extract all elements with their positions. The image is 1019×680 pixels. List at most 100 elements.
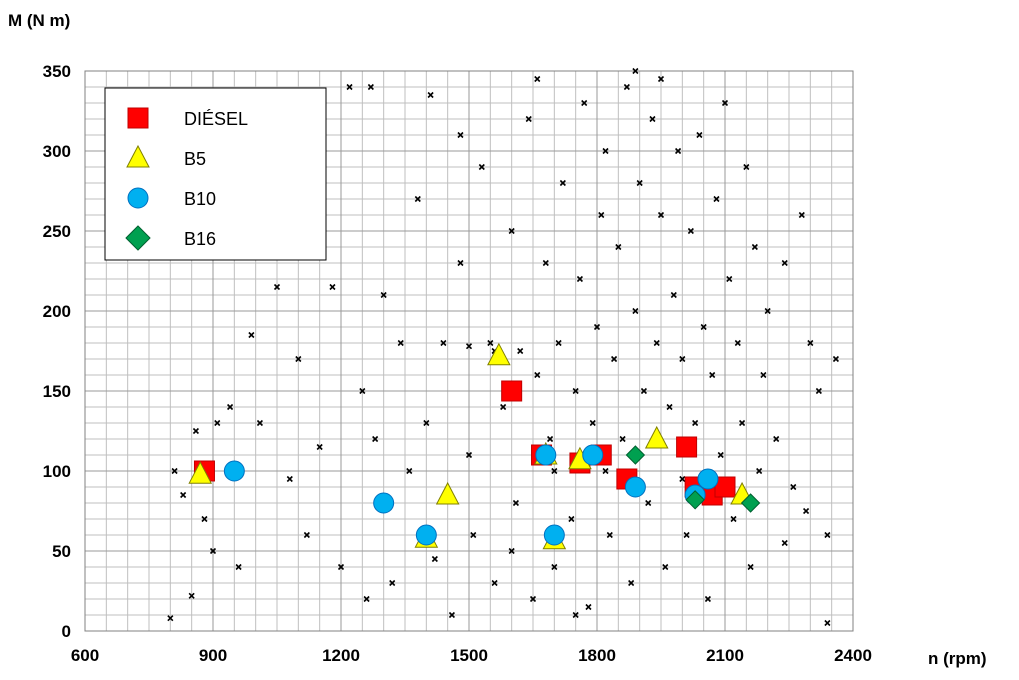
point	[832, 355, 839, 363]
y-axis-label: M (N m)	[8, 11, 70, 30]
point	[615, 243, 622, 251]
point	[389, 579, 396, 587]
legend-label: B5	[184, 149, 206, 169]
point	[501, 380, 523, 402]
point	[657, 75, 665, 83]
point	[559, 179, 566, 187]
point	[700, 323, 707, 331]
point	[500, 403, 507, 411]
point	[337, 563, 345, 571]
point	[440, 339, 447, 347]
point	[427, 91, 434, 99]
point	[717, 451, 724, 459]
point	[487, 339, 494, 347]
point	[632, 67, 639, 75]
point	[535, 444, 557, 466]
point	[815, 387, 822, 395]
point	[478, 163, 485, 171]
legend-marker	[126, 144, 150, 168]
point	[606, 531, 613, 539]
point	[551, 467, 558, 475]
point	[676, 436, 698, 458]
point	[696, 131, 703, 139]
point	[619, 435, 626, 443]
y-tick-label: 200	[43, 302, 71, 321]
point	[551, 563, 558, 571]
point	[713, 195, 720, 203]
point	[414, 195, 421, 203]
point	[547, 435, 554, 443]
point	[273, 283, 281, 291]
point	[303, 531, 310, 539]
point	[201, 515, 208, 523]
point	[740, 493, 761, 513]
point	[726, 275, 733, 283]
point	[543, 524, 565, 546]
x-tick-label: 2400	[834, 646, 872, 665]
point	[773, 435, 780, 443]
legend-label: DIÉSEL	[184, 109, 248, 129]
y-tick-label: 350	[43, 62, 71, 81]
point	[406, 467, 413, 475]
point	[457, 259, 464, 267]
point	[529, 595, 537, 603]
point	[645, 499, 652, 507]
point	[721, 99, 729, 107]
point	[747, 563, 754, 571]
point	[714, 476, 736, 498]
point	[508, 227, 515, 235]
point	[640, 387, 647, 395]
point	[602, 147, 609, 155]
point	[649, 115, 656, 123]
point	[235, 563, 242, 571]
x-tick-label: 1500	[450, 646, 488, 665]
point	[192, 427, 199, 435]
y-tick-label: 250	[43, 222, 71, 241]
point	[329, 283, 336, 291]
point	[824, 531, 831, 539]
point	[730, 515, 737, 523]
point	[764, 307, 771, 315]
legend-marker	[127, 187, 149, 209]
point	[683, 531, 690, 539]
point	[188, 461, 213, 484]
point	[790, 483, 797, 491]
point	[448, 611, 455, 619]
plot-border	[84, 70, 854, 632]
point	[555, 339, 562, 347]
point	[534, 371, 541, 379]
point	[431, 555, 438, 563]
point	[644, 425, 669, 449]
x-tick-label: 900	[199, 646, 227, 665]
point	[367, 83, 374, 91]
point	[373, 492, 395, 514]
point	[346, 83, 353, 91]
point	[743, 163, 750, 171]
point	[734, 339, 741, 347]
point	[598, 211, 605, 219]
point	[760, 371, 767, 379]
point	[423, 419, 430, 427]
point	[572, 611, 579, 619]
y-tick-label: 0	[62, 622, 71, 641]
point	[756, 467, 763, 475]
point	[602, 467, 609, 475]
point	[679, 355, 686, 363]
point	[457, 131, 464, 139]
point	[435, 481, 460, 505]
point	[739, 419, 746, 427]
point	[171, 467, 178, 475]
point	[534, 75, 541, 83]
point	[508, 547, 515, 555]
point	[568, 515, 575, 523]
point	[512, 499, 519, 507]
point	[286, 475, 293, 483]
point	[180, 491, 187, 499]
point	[397, 339, 404, 347]
point	[576, 275, 583, 283]
point	[589, 419, 596, 427]
y-tick-label: 300	[43, 142, 71, 161]
point	[517, 347, 524, 355]
point	[653, 339, 660, 347]
